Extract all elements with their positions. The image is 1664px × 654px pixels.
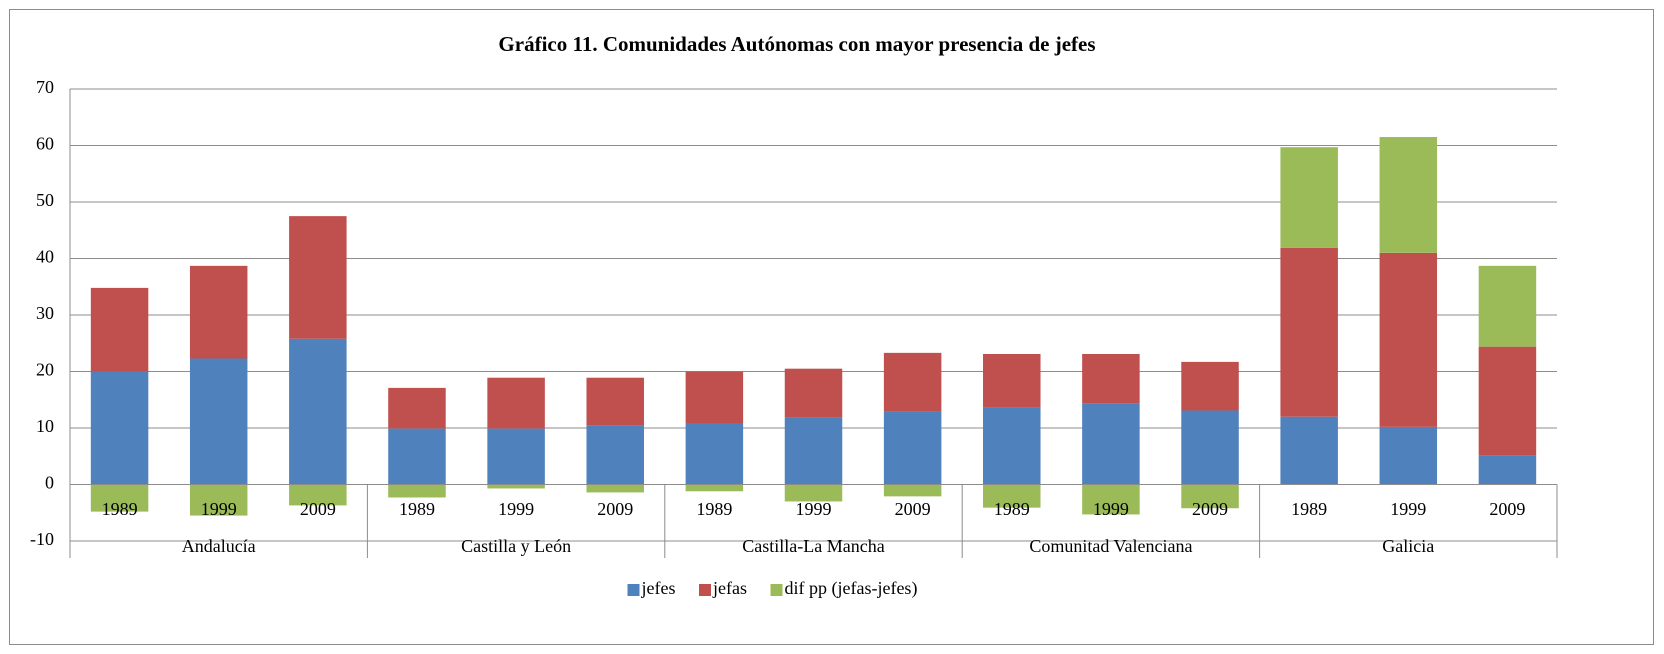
chart-title: Gráfico 11. Comunidades Autónomas con ma…	[498, 32, 1095, 56]
x-tick-label: 1989	[696, 499, 732, 519]
bar	[586, 484, 644, 493]
x-tick-label: 1989	[1291, 499, 1327, 519]
group-label: Galicia	[1382, 536, 1434, 556]
legend-swatch	[627, 584, 640, 596]
group-label: Castilla-La Mancha	[742, 536, 884, 556]
bar	[883, 352, 942, 412]
bar	[90, 484, 149, 512]
x-tick-label: 1999	[1390, 499, 1426, 519]
bar	[685, 371, 744, 424]
bar	[983, 407, 1041, 485]
bar	[883, 411, 942, 485]
bar	[90, 287, 149, 372]
bar	[784, 417, 843, 485]
bar	[289, 216, 347, 339]
bar	[1379, 252, 1438, 427]
x-tick-label: 1989	[994, 499, 1030, 519]
bar	[1280, 247, 1338, 417]
bar	[388, 387, 446, 429]
x-tick-label: 1999	[201, 499, 237, 519]
bar	[189, 265, 248, 359]
bar	[487, 377, 545, 429]
x-tick-label: 2009	[597, 499, 633, 519]
chart-border	[9, 9, 1654, 645]
x-tick-label: 1999	[1093, 499, 1129, 519]
bar	[1478, 346, 1537, 456]
x-tick-label: 1999	[498, 499, 534, 519]
bar	[289, 338, 347, 485]
bar	[189, 358, 248, 485]
y-tick-label: 60	[36, 134, 54, 154]
group-label: Castilla y León	[461, 536, 571, 556]
bar	[1280, 147, 1338, 248]
bar	[1379, 137, 1438, 253]
bar	[586, 425, 644, 485]
bar	[883, 484, 942, 497]
bar	[586, 377, 644, 426]
bar	[487, 428, 545, 485]
bar	[784, 368, 843, 418]
bar	[1478, 265, 1537, 347]
bar	[983, 484, 1041, 508]
x-tick-label: 1999	[796, 499, 832, 519]
bar	[1280, 416, 1338, 485]
bar	[784, 484, 843, 502]
y-tick-label: 70	[36, 77, 54, 97]
bar	[189, 484, 248, 516]
group-label: Andalucía	[182, 536, 256, 556]
bar	[388, 484, 446, 498]
legend-label: dif pp (jefas-jefes)	[785, 578, 918, 599]
y-tick-label: -10	[30, 529, 54, 549]
x-tick-label: 2009	[1489, 499, 1525, 519]
x-tick-label: 2009	[895, 499, 931, 519]
bar	[1181, 410, 1239, 485]
bar	[388, 428, 446, 485]
y-tick-label: 50	[36, 190, 54, 210]
bar	[1478, 455, 1537, 485]
x-tick-label: 1989	[102, 499, 138, 519]
bar	[1082, 353, 1140, 404]
legend-label: jefas	[712, 578, 747, 598]
bar	[1181, 361, 1239, 411]
legend-swatch	[770, 584, 783, 596]
bar	[685, 423, 744, 485]
y-tick-label: 20	[36, 360, 54, 380]
bar	[1379, 426, 1438, 485]
y-tick-label: 10	[36, 416, 54, 436]
x-tick-label: 1989	[399, 499, 435, 519]
legend-label: jefes	[641, 578, 676, 598]
bar	[487, 484, 545, 489]
bar	[685, 484, 744, 492]
group-label: Comunitad Valenciana	[1029, 536, 1192, 556]
x-tick-label: 2009	[300, 499, 336, 519]
bar	[1082, 403, 1140, 485]
x-tick-label: 2009	[1192, 499, 1228, 519]
bar	[289, 484, 347, 506]
bar	[90, 371, 149, 485]
bar	[1181, 484, 1239, 509]
y-tick-label: 40	[36, 247, 54, 267]
y-tick-label: 30	[36, 303, 54, 323]
bar	[1082, 484, 1140, 515]
legend-swatch	[699, 584, 711, 596]
y-tick-label: 0	[45, 473, 54, 493]
bar	[983, 353, 1041, 408]
